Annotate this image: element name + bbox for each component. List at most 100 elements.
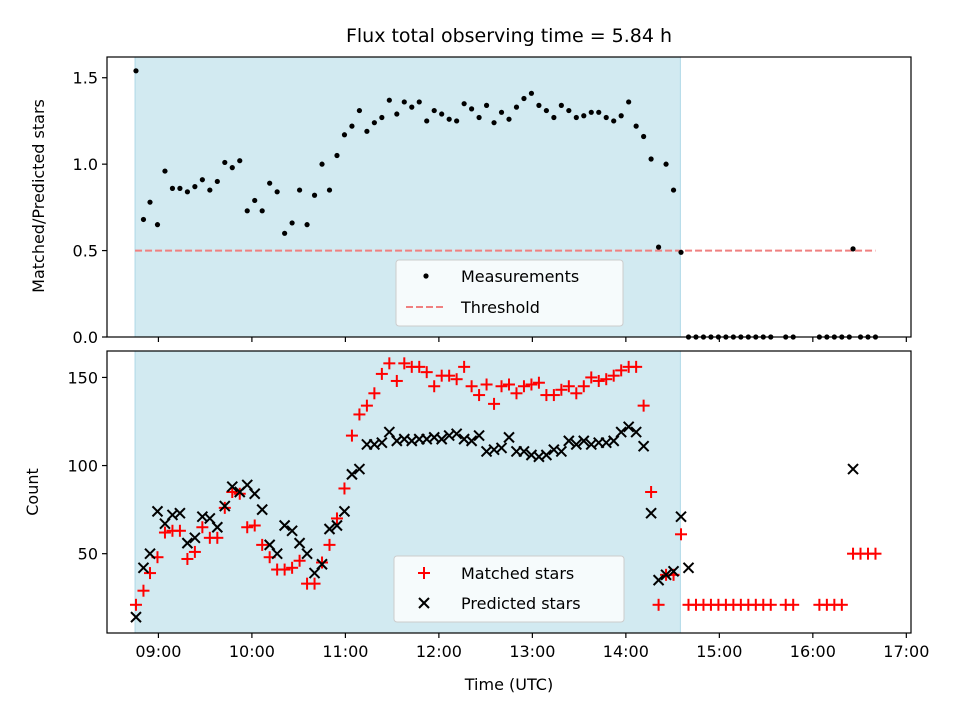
matched-point <box>495 380 508 393</box>
matched-point <box>413 360 426 373</box>
bottom-y-axis-title: Count <box>23 468 42 516</box>
bottom-legend: Matched stars Predicted stars <box>393 555 625 623</box>
predicted-point <box>323 523 336 535</box>
chart-title: Flux total observing time = 5.84 h <box>346 25 672 47</box>
matched-point <box>675 528 688 541</box>
predicted-point <box>130 611 142 623</box>
matched-point <box>503 378 515 391</box>
measurement-point <box>536 102 542 108</box>
predicted-point <box>495 442 508 454</box>
measurement-point <box>386 97 392 103</box>
measurement-point <box>655 244 662 250</box>
matched-point <box>517 380 530 393</box>
matched-point <box>360 399 373 412</box>
measurement-point <box>663 161 669 167</box>
measurement-point <box>177 185 183 191</box>
matched-point <box>173 524 186 537</box>
matched-point <box>555 383 568 396</box>
x-axis-title: Time (UTC) <box>464 675 553 694</box>
measurement-point <box>207 187 213 193</box>
top-legend-box <box>395 259 624 327</box>
predicted-point <box>353 463 366 475</box>
predicted-point <box>346 468 358 481</box>
matched-point <box>420 366 433 379</box>
predicted-point <box>637 440 650 452</box>
matched-point <box>532 376 545 389</box>
predicted-point <box>630 426 642 438</box>
measurement-point <box>596 109 602 115</box>
matched-point <box>308 577 321 590</box>
measurement-point <box>581 113 587 119</box>
measurement-point <box>670 187 677 193</box>
predicted-point <box>615 426 627 438</box>
measurement-point <box>192 184 198 190</box>
top-y-tick-label: 1.5 <box>73 69 98 88</box>
matched-point <box>211 531 224 544</box>
measurement-point <box>454 118 460 124</box>
top-legend: Measurements Threshold <box>395 259 624 327</box>
predicted-point <box>503 431 515 444</box>
matched-point <box>338 482 351 495</box>
matched-point <box>345 429 358 442</box>
matched-point <box>188 545 201 558</box>
predicted-point <box>331 519 343 532</box>
matched-point <box>458 360 471 373</box>
predicted-point <box>622 421 635 433</box>
matched-point <box>323 538 336 551</box>
predicted-point <box>151 505 164 518</box>
bottom-y-tick-label: 100 <box>67 457 98 476</box>
top-y-tick-label: 1.0 <box>73 155 98 174</box>
matched-point <box>645 486 658 498</box>
matched-point <box>465 380 478 393</box>
measurement-point <box>267 180 273 186</box>
measurement-point <box>551 114 557 121</box>
legend-matched-label: Matched stars <box>461 564 574 583</box>
x-tick-label: 12:00 <box>416 642 462 661</box>
matched-point <box>450 373 463 386</box>
measurement-point <box>394 111 400 117</box>
matched-point <box>256 538 269 551</box>
measurement-point <box>424 118 430 124</box>
predicted-point <box>435 433 448 445</box>
top-series-measurements <box>133 68 879 340</box>
measurement-point <box>566 107 572 114</box>
matched-point <box>443 369 456 382</box>
matched-point <box>510 387 523 400</box>
measurement-point <box>588 109 594 115</box>
predicted-point <box>286 525 298 537</box>
measurement-point <box>461 101 467 107</box>
measurement-point <box>626 99 632 105</box>
matched-point <box>615 364 628 377</box>
predicted-point <box>271 547 283 560</box>
measurement-point <box>678 249 684 255</box>
matched-point <box>488 397 501 410</box>
measurement-point <box>334 152 340 159</box>
measurement-point <box>341 132 348 138</box>
measurement-point <box>199 177 205 183</box>
matched-point <box>375 367 388 380</box>
measurement-point <box>296 187 303 193</box>
predicted-point <box>226 481 238 493</box>
top-y-tick-label: 0.5 <box>73 242 98 261</box>
measurement-point <box>618 113 624 119</box>
measurement-point <box>401 99 407 105</box>
measurement-point <box>491 120 497 126</box>
legend-measurements-marker <box>423 273 429 279</box>
measurement-point <box>356 107 363 114</box>
measurement-point <box>229 165 235 171</box>
measurement-point <box>648 156 654 162</box>
matched-point <box>129 598 142 611</box>
predicted-point <box>316 558 328 570</box>
measurement-point <box>237 158 243 164</box>
x-tick-label: 15:00 <box>696 642 742 661</box>
predicted-point <box>376 436 388 449</box>
measurement-point <box>274 189 280 195</box>
matched-point <box>383 357 396 370</box>
bottom-y-tick-label: 50 <box>78 545 98 564</box>
measurement-point <box>379 114 385 121</box>
measurement-point <box>311 192 318 198</box>
measurement-point <box>169 185 176 191</box>
predicted-point <box>540 449 553 461</box>
matched-point <box>570 387 583 400</box>
measurement-point <box>133 68 139 74</box>
